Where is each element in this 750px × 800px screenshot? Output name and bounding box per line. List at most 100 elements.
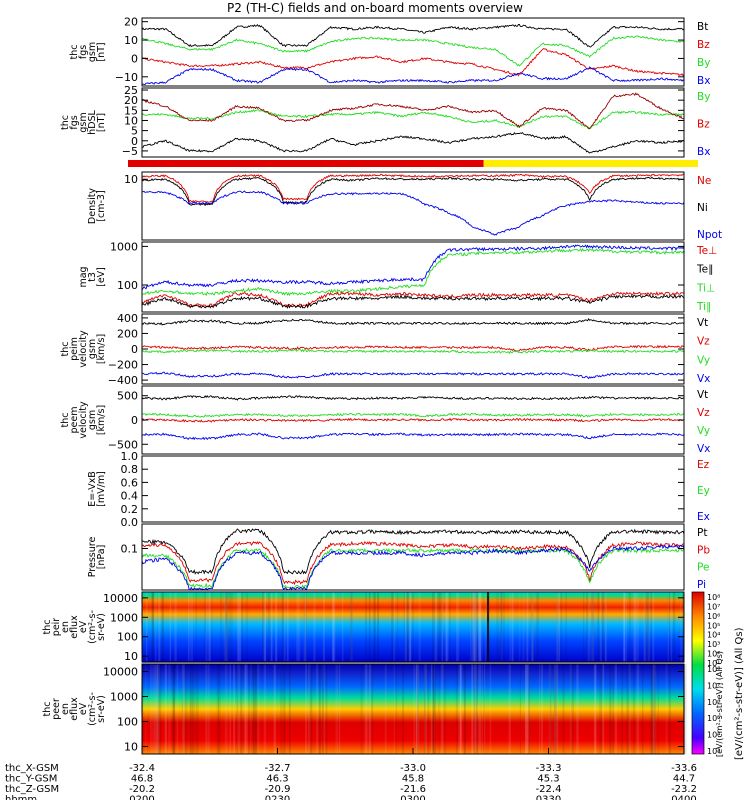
colorbar-tick-label: 10⁸ [707,665,720,674]
spectrogram-streak [313,592,316,662]
spectrogram-streak [653,664,657,754]
legend-Pt: Pt [697,527,707,539]
series-line-Vt [141,394,685,401]
x-axis-value: -32.4 [129,763,155,774]
spectrogram-streak [667,592,671,662]
y-tick-label: 10000 [103,592,138,605]
spectrogram-streak [500,592,503,662]
x-axis-value: -23.2 [671,784,697,795]
y-tick-label: 0 [131,52,138,65]
legend-By: By [697,57,710,69]
spectrogram-streak [536,592,540,662]
spectrogram-streak [322,592,325,662]
spectrogram-streak [263,592,267,662]
spectrogram-streak [519,664,521,754]
series-line-Vx [141,371,685,380]
legend-Te∥: Te∥ [696,264,713,276]
y-tick-label: 100 [117,631,138,644]
y-tick-label: −500 [108,438,138,451]
y-tick-label: 1000 [110,691,138,704]
y-axis-label-line: mag [78,266,89,287]
spectrogram-streak [459,664,463,754]
series-line-Vx [141,432,685,441]
legend-Pb: Pb [697,544,710,556]
spectrogram-streak [286,592,289,662]
spectrogram-streak [393,664,395,754]
spectrogram-streak [145,664,147,754]
spectrogram-streak [151,592,154,662]
spectrogram-streak [216,664,219,754]
spectrogram-streak [604,592,607,662]
y-tick-label: 10 [124,650,138,663]
y-axis-label-line: fgs [78,45,89,59]
spectrogram-streak [351,592,353,662]
spectrogram-streak [548,664,552,754]
series-line-Te∥ [141,247,685,297]
spectrogram-streak [283,664,286,754]
legend-Vy: Vy [697,354,710,366]
panel-peer_eflux: 10000 1000 100 10 thcpeerenefluxeV(cm²-s-sr-… [42,663,687,755]
spectrogram-streak [368,664,372,754]
spectrogram-streak [643,592,647,662]
spectrogram-streak [424,664,426,754]
series-line-Vy [141,348,685,355]
y-axis-label-line: [mV/m] [96,471,107,507]
spectrogram-streak [154,592,157,662]
spectrogram-streak [218,664,220,754]
spectrogram-streak [241,592,244,662]
spectrogram-streak [188,592,190,662]
spectrogram-streak [145,592,148,662]
panel-frame [141,171,685,241]
spectrogram-streak [245,592,249,662]
spectrogram-streak [396,592,399,662]
spectrogram-streak [373,592,375,662]
spectrogram-streak [413,664,415,754]
y-tick-label: 1.0 [121,450,139,463]
spectrogram-streak [591,592,595,662]
spectrogram-streak [316,664,319,754]
y-axis-label: Pressure[nPa] [87,537,107,578]
spectrogram-streak [365,592,367,662]
spectrogram-streak [621,664,624,754]
spectrogram-streak [341,592,344,662]
spectrogram-streak [208,592,211,662]
x-axis-value: 0300 [400,795,425,800]
panel-frame [141,17,685,87]
spectrogram-streak [305,592,307,662]
spectrogram-streak [322,664,326,754]
spectrogram-streak [205,592,208,662]
x-axis-value: 45.3 [537,774,559,785]
series-line-Bz [141,47,685,77]
spectrogram-streak [262,592,265,662]
spectrogram-streak [652,592,655,662]
colorbar-tick-label: 10⁷ [707,681,720,690]
y-axis-label-line: [km/s] [96,405,107,435]
spectrogram-streak [650,664,653,754]
panel-pressure: 0.1 Pressure[nPa] Pt Pb Pe Pi [87,523,710,591]
spectrogram-streak [473,664,477,754]
spectrogram-streak [600,592,602,662]
spectrogram-streak [332,592,336,662]
spectrogram-streak [233,664,235,754]
y-axis-label-line: eV [78,620,89,633]
y-tick-label: 0.6 [121,476,139,489]
spectrogram-streak [406,592,409,662]
spectrogram-streak [424,664,427,754]
y-tick-label: 10 [124,740,138,753]
y-axis-label-line: [eV] [96,267,107,287]
series-line-Ni [141,176,685,206]
colorbar-label: [eV/(cm²-s-str-eV)] (All Qs) [734,627,745,760]
y-tick-label: 1000 [110,240,138,253]
colorbar-gradient [691,591,705,755]
spectrogram-streak [181,664,184,754]
colorbar-tick-label: 10⁷ [707,602,720,611]
legend-Ni: Ni [697,202,708,214]
spectrogram-streak [549,664,552,754]
spectrogram-streak [484,592,487,662]
x-axis-value: 0400 [671,795,696,800]
spectrogram-streak [403,592,405,662]
